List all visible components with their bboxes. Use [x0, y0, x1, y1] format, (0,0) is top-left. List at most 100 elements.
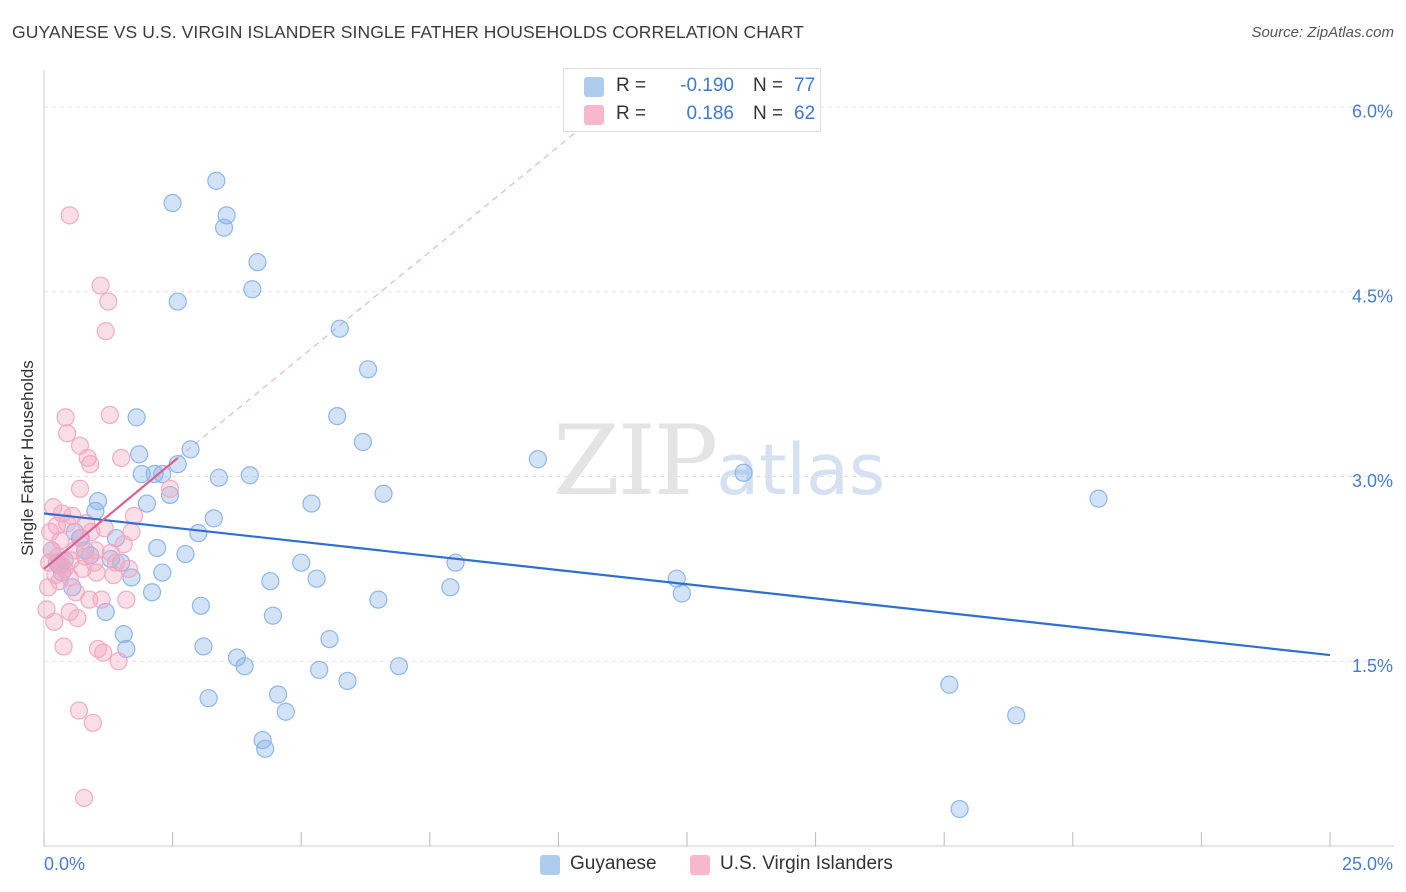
watermark: ZIPatlas — [553, 405, 885, 517]
data-point — [153, 464, 172, 484]
data-point — [672, 584, 691, 603]
data-point — [176, 544, 195, 564]
tick-labels: 1.5% 3.0% 4.5% 6.0% 0.0% 25.0% — [44, 102, 1393, 874]
data-point — [80, 590, 99, 609]
data-point — [240, 466, 259, 485]
data-point — [204, 509, 223, 528]
data-point — [310, 660, 329, 679]
data-point — [76, 547, 95, 566]
series-virgin-islanders — [37, 206, 180, 808]
legend-r-value: -0.190 — [680, 75, 734, 96]
data-point — [940, 675, 959, 694]
series-guyanese — [42, 171, 1108, 819]
data-point — [82, 522, 101, 542]
legend-n-value: 62 — [794, 103, 816, 124]
data-point — [87, 563, 106, 582]
legend-swatch-guyanese — [584, 77, 604, 97]
data-point — [60, 206, 79, 225]
data-point — [276, 702, 295, 721]
legend-r-label: R = — [616, 75, 647, 96]
data-point — [127, 408, 146, 427]
data-point — [94, 643, 113, 662]
data-point — [320, 629, 339, 649]
data-point — [389, 657, 409, 676]
data-point — [248, 253, 267, 272]
bottom-legend: Guyanese U.S. Virgin Islanders — [0, 852, 1406, 878]
data-point — [75, 788, 94, 808]
x-tick-label: 0.0% — [44, 854, 85, 874]
chart-title: GUYANESE VS U.S. VIRGIN ISLANDER SINGLE … — [12, 22, 804, 42]
data-point — [261, 572, 280, 591]
data-point — [243, 280, 262, 299]
data-point — [142, 583, 162, 602]
trend-line-virgin-islanders — [43, 457, 179, 570]
data-point — [70, 436, 90, 455]
data-point — [302, 494, 321, 513]
data-point — [83, 713, 102, 732]
data-point — [307, 569, 326, 588]
data-point — [209, 468, 228, 487]
data-point — [168, 292, 187, 311]
data-point — [217, 206, 236, 225]
data-point — [199, 689, 218, 708]
y-axis-label: Single Father Households — [18, 360, 37, 556]
data-point — [446, 553, 465, 572]
data-point — [950, 799, 969, 819]
y-tick-label: 6.0% — [1352, 102, 1393, 122]
data-point — [194, 637, 213, 656]
data-point — [160, 479, 180, 498]
bottom-legend-swatch-virgin-islanders — [690, 855, 710, 875]
legend-r-label: R = — [616, 103, 647, 124]
watermark-atlas: atlas — [716, 429, 886, 511]
data-point — [374, 484, 393, 503]
data-point — [117, 590, 136, 609]
bottom-legend-label: U.S. Virgin Islanders — [720, 853, 893, 874]
data-point — [268, 685, 288, 704]
y-tick-label: 1.5% — [1352, 656, 1393, 676]
data-point — [189, 524, 208, 543]
data-point — [132, 464, 151, 484]
data-point — [81, 455, 100, 474]
data-point — [96, 322, 115, 341]
points-layer — [37, 171, 1108, 819]
data-point — [69, 701, 89, 720]
data-point — [114, 625, 133, 644]
data-point — [119, 559, 138, 578]
data-point — [130, 445, 149, 464]
trend-line-guyanese — [43, 512, 1331, 657]
data-point — [45, 612, 64, 631]
data-point — [54, 637, 73, 656]
source-label: Source: ZipAtlas.com — [1251, 24, 1394, 41]
legend-n-value: 77 — [794, 75, 816, 96]
data-point — [263, 606, 283, 625]
data-point — [148, 538, 167, 558]
data-point — [100, 405, 119, 424]
data-point — [112, 448, 131, 468]
data-point — [1007, 706, 1026, 725]
data-point — [145, 464, 164, 484]
data-point — [51, 531, 70, 550]
bottom-legend-swatch-guyanese — [540, 855, 560, 875]
data-point — [163, 193, 182, 213]
data-point — [153, 563, 172, 582]
data-point — [191, 596, 210, 615]
data-point — [338, 671, 357, 691]
legend-swatch-virgin-islanders — [584, 105, 604, 125]
data-point — [91, 276, 110, 295]
data-point — [52, 556, 72, 575]
x-tick-label: 25.0% — [1342, 854, 1393, 874]
data-point — [256, 739, 275, 758]
data-point — [99, 292, 118, 311]
y-tick-label: 3.0% — [1352, 471, 1393, 491]
data-point — [137, 494, 156, 513]
data-point — [88, 492, 108, 511]
data-point — [109, 652, 128, 671]
data-point — [734, 463, 753, 482]
data-point — [235, 657, 254, 676]
axes — [43, 70, 1394, 847]
data-point — [92, 590, 111, 609]
grid-lines — [44, 106, 1394, 662]
data-point — [358, 360, 378, 379]
data-point — [86, 541, 105, 560]
